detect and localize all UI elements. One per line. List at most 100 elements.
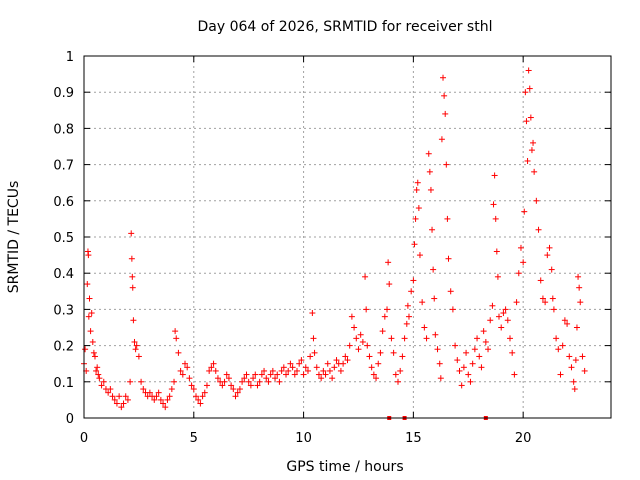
- data-point: [530, 139, 537, 146]
- data-point: [133, 342, 140, 349]
- data-point: [95, 371, 102, 378]
- data-point: [524, 157, 531, 164]
- data-point: [405, 313, 412, 320]
- data-point: [307, 353, 314, 360]
- data-point: [572, 357, 579, 364]
- data-point: [265, 378, 272, 385]
- data-point: [561, 317, 568, 324]
- data-point: [431, 295, 438, 302]
- data-point: [491, 172, 498, 179]
- data-point: [557, 371, 564, 378]
- data-point: [267, 371, 274, 378]
- data-point: [441, 92, 448, 99]
- x-axis-label: GPS time / hours: [286, 459, 403, 475]
- data-point: [535, 226, 542, 233]
- data-point: [331, 364, 338, 371]
- data-point: [173, 335, 180, 342]
- data-point: [425, 150, 432, 157]
- data-point: [232, 393, 239, 400]
- data-point: [153, 393, 160, 400]
- data-point: [131, 338, 138, 345]
- data-point: [128, 255, 135, 262]
- data-point: [280, 364, 287, 371]
- data-point: [413, 186, 420, 193]
- data-point: [528, 147, 535, 154]
- data-point: [363, 306, 370, 313]
- data-point: [210, 360, 217, 367]
- data-point: [263, 375, 270, 382]
- data-point: [250, 375, 257, 382]
- data-point: [109, 393, 116, 400]
- data-point: [162, 404, 169, 411]
- y-tick-label: 1: [66, 50, 74, 65]
- data-point: [272, 375, 279, 382]
- data-point: [269, 367, 276, 374]
- data-point: [124, 396, 131, 403]
- data-point: [84, 281, 91, 288]
- data-point: [370, 371, 377, 378]
- data-point: [490, 201, 497, 208]
- data-point: [404, 302, 411, 309]
- data-point: [401, 335, 408, 342]
- data-point: [549, 295, 556, 302]
- data-point: [186, 375, 193, 382]
- data-point: [531, 168, 538, 175]
- data-point: [482, 338, 489, 345]
- data-point: [411, 241, 418, 248]
- data-point: [452, 342, 459, 349]
- data-point: [130, 317, 137, 324]
- data-point: [254, 382, 261, 389]
- data-point: [113, 400, 120, 407]
- data-point: [399, 353, 406, 360]
- data-point: [116, 393, 123, 400]
- data-point: [157, 396, 164, 403]
- data-point: [492, 215, 499, 222]
- y-tick-label: 0.8: [53, 122, 74, 137]
- data-point: [85, 313, 92, 320]
- data-point: [408, 288, 415, 295]
- data-point: [553, 335, 560, 342]
- chart-title: Day 064 of 2026, SRMTID for receiver sth…: [198, 19, 493, 35]
- data-point: [241, 375, 248, 382]
- data-point: [138, 378, 145, 385]
- data-point: [509, 349, 516, 356]
- data-point: [443, 161, 450, 168]
- data-point: [296, 360, 303, 367]
- data-point: [573, 324, 580, 331]
- data-point: [571, 386, 578, 393]
- data-point: [313, 364, 320, 371]
- data-point: [355, 346, 362, 353]
- data-point: [171, 378, 178, 385]
- data-point: [225, 375, 232, 382]
- data-point: [467, 378, 474, 385]
- data-point: [438, 136, 445, 143]
- data-point: [245, 378, 252, 385]
- data-point: [239, 378, 246, 385]
- data-point: [201, 389, 208, 396]
- data-point: [346, 342, 353, 349]
- data-point: [506, 335, 513, 342]
- grid-lines: [84, 56, 611, 418]
- data-point: [140, 386, 147, 393]
- data-point: [496, 313, 503, 320]
- data-point: [261, 367, 268, 374]
- data-point: [199, 393, 206, 400]
- data-point: [533, 197, 540, 204]
- data-point: [93, 367, 100, 374]
- data-point: [527, 114, 534, 121]
- data-point: [568, 364, 575, 371]
- data-point: [515, 270, 522, 277]
- data-point: [375, 360, 382, 367]
- data-point: [203, 382, 210, 389]
- data-point: [188, 382, 195, 389]
- data-point: [291, 371, 298, 378]
- data-point: [315, 371, 322, 378]
- data-point: [111, 396, 118, 403]
- data-point: [219, 382, 226, 389]
- data-point: [302, 364, 309, 371]
- data-point: [559, 342, 566, 349]
- data-point: [179, 371, 186, 378]
- data-point: [146, 389, 153, 396]
- data-point: [427, 186, 434, 193]
- data-point: [469, 360, 476, 367]
